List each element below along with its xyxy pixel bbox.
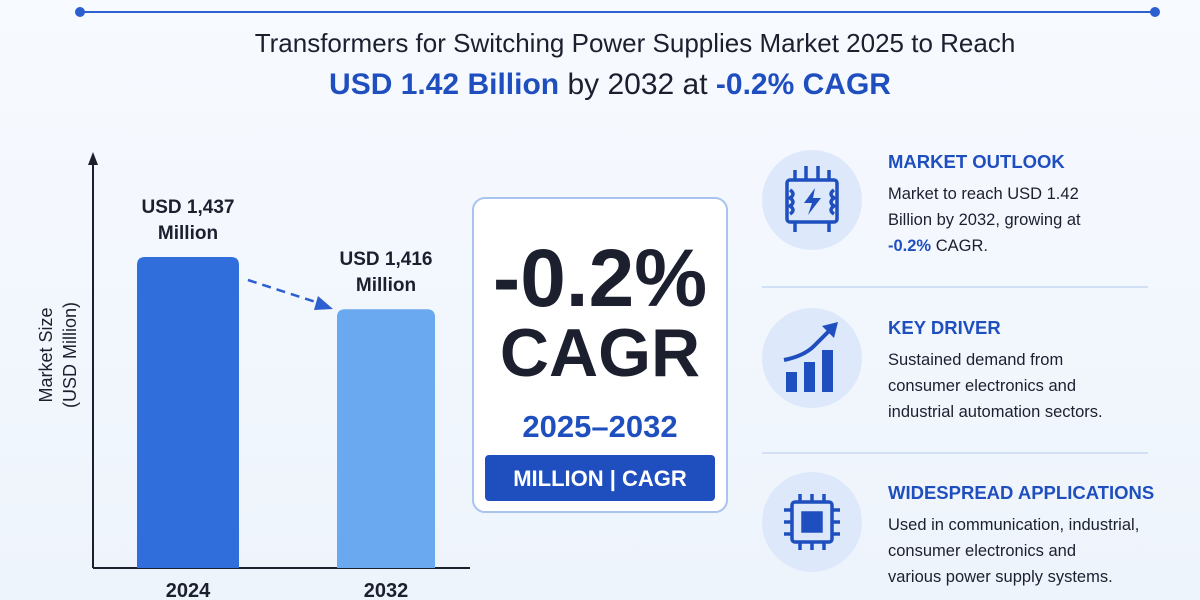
- rule-dot: [75, 7, 85, 17]
- trend-arrow-head: [314, 296, 333, 310]
- icon-transformer: [762, 150, 862, 250]
- y-axis-arrow: [88, 152, 98, 165]
- cagr-value: -0.2%: [493, 233, 707, 324]
- y-axis-label-line: Market Size: [36, 307, 56, 402]
- card: KEY DRIVER Sustained demand from consume…: [888, 317, 1103, 425]
- title-text: by 2032 at: [559, 68, 716, 101]
- title-highlight: USD 1.42 Billion: [329, 68, 560, 101]
- icon-chip: [762, 472, 862, 572]
- card-heading: MARKET OUTLOOK: [888, 151, 1065, 172]
- card-line: Used in communication, industrial,: [888, 516, 1140, 534]
- card-line: industrial automation sectors.: [888, 403, 1103, 421]
- y-axis-label-line: (USD Million): [60, 302, 80, 408]
- bar: [337, 309, 435, 568]
- card-heading: WIDESPREAD APPLICATIONS: [888, 482, 1155, 503]
- cagr-period: 2025–2032: [522, 409, 677, 444]
- bar: [137, 257, 239, 568]
- card-body: Market to reach USD 1.42 Billion by 2032…: [888, 181, 1081, 259]
- y-axis-label: Market Size (USD Million): [36, 302, 80, 408]
- card-line: -0.2% CAGR.: [888, 233, 1081, 259]
- card-line: consumer electronics and: [888, 377, 1077, 395]
- card-line: Billion by 2032, growing at: [888, 211, 1081, 229]
- title-line: USD 1.42 Billion by 2032 at -0.2% CAGR: [0, 68, 1200, 102]
- card-line: Sustained demand from: [888, 351, 1064, 369]
- icon-growth: [762, 308, 862, 408]
- x-tick-label: 2032: [364, 580, 409, 600]
- card-line: various power supply systems.: [888, 568, 1113, 586]
- card-line: Market to reach USD 1.42: [888, 185, 1079, 203]
- card: MARKET OUTLOOK Market to reach USD 1.42 …: [888, 151, 1081, 259]
- card-body: Used in communication, industrial, consu…: [888, 512, 1154, 590]
- cagr-box: [472, 197, 728, 513]
- trend-arrow: [247, 278, 323, 306]
- card-heading: KEY DRIVER: [888, 317, 1001, 338]
- card-body: Sustained demand from consumer electroni…: [888, 347, 1103, 425]
- card-text: CAGR.: [931, 237, 988, 255]
- card-line: consumer electronics and: [888, 542, 1077, 560]
- cagr-label: CAGR: [500, 315, 700, 391]
- title-line: Transformers for Switching Power Supplie…: [254, 28, 1016, 58]
- rule-dot: [1150, 7, 1160, 17]
- cagr-badge-text: MILLION | CAGR: [513, 466, 687, 491]
- card: WIDESPREAD APPLICATIONS Used in communic…: [888, 482, 1154, 590]
- x-tick-label: 2024: [166, 580, 211, 600]
- card-highlight: -0.2%: [888, 237, 932, 255]
- title-highlight: -0.2% CAGR: [715, 68, 891, 101]
- value-label: USD 1,437 Million: [141, 197, 235, 244]
- cagr-badge: [485, 455, 715, 501]
- value-label: USD 1,416 Million: [339, 249, 433, 297]
